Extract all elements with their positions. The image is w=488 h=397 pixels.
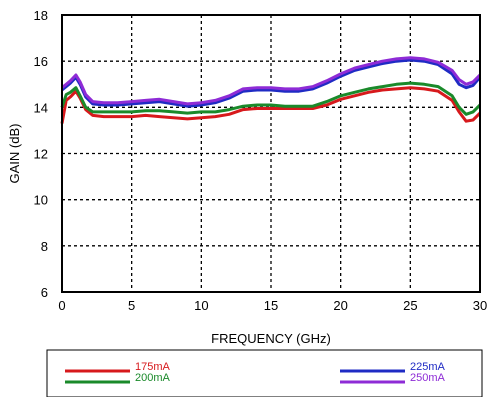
y-tick-label: 6: [41, 285, 48, 300]
series-line-175mA: [60, 86, 482, 124]
legend-label-175mA: 175mA: [135, 361, 171, 373]
x-tick-label: 15: [264, 298, 278, 313]
y-tick-label: 16: [34, 54, 48, 69]
series-line-250mA: [61, 56, 482, 106]
legend-box: [46, 349, 483, 397]
x-tick-label: 0: [58, 298, 65, 313]
y-tick-label: 12: [34, 147, 48, 162]
y-tick-label: 10: [34, 193, 48, 208]
x-tick-label: 30: [473, 298, 487, 313]
grid: [62, 15, 480, 292]
series-line-200mA: [60, 81, 482, 116]
legend-label-200mA: 200mA: [135, 372, 171, 384]
series-lines: [60, 56, 482, 124]
y-axis-label: GAIN (dB): [7, 124, 22, 184]
x-axis-label: FREQUENCY (GHz): [211, 331, 331, 346]
x-tick-label: 20: [333, 298, 347, 313]
series-line-225mA: [61, 58, 482, 108]
y-tick-label: 18: [34, 8, 48, 23]
legend-label-250mA: 250mA: [410, 372, 446, 384]
y-tick-label: 14: [34, 100, 48, 115]
x-tick-label: 5: [128, 298, 135, 313]
legend-label-225mA: 225mA: [410, 361, 446, 373]
axis-ticks: 0 5 10 15 20 25 30 6 8 10 12 14 16 18: [34, 8, 488, 313]
x-tick-label: 25: [403, 298, 417, 313]
y-tick-label: 8: [41, 239, 48, 254]
x-tick-label: 10: [194, 298, 208, 313]
plot-frame: [61, 14, 481, 293]
